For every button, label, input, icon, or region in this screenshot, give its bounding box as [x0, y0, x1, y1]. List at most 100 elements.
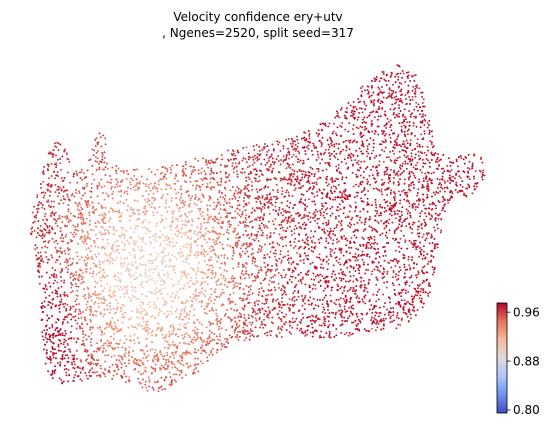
scatter-point — [54, 289, 57, 292]
scatter-point — [400, 129, 403, 131]
scatter-point — [172, 354, 175, 357]
scatter-point — [340, 311, 343, 314]
scatter-point — [195, 204, 198, 207]
scatter-point — [398, 250, 401, 253]
scatter-point — [371, 174, 374, 177]
scatter-point — [73, 277, 76, 280]
scatter-point — [278, 286, 281, 289]
scatter-point — [132, 296, 135, 299]
scatter-point — [46, 183, 49, 186]
scatter-point — [197, 199, 200, 201]
scatter-point — [384, 188, 387, 191]
scatter-point — [369, 111, 372, 114]
scatter-point — [344, 295, 347, 298]
scatter-point — [125, 239, 128, 242]
scatter-point — [197, 294, 200, 297]
scatter-point — [371, 80, 373, 82]
scatter-point — [378, 311, 381, 314]
scatter-point — [185, 260, 187, 263]
scatter-point — [388, 120, 390, 123]
scatter-point — [295, 180, 298, 183]
scatter-point — [393, 96, 396, 99]
scatter-point — [328, 122, 331, 125]
scatter-point — [406, 300, 409, 303]
scatter-point — [268, 312, 271, 315]
scatter-point — [404, 281, 407, 284]
scatter-point — [217, 328, 220, 331]
scatter-point — [280, 221, 283, 224]
scatter-point — [90, 255, 93, 258]
scatter-point — [106, 323, 109, 325]
scatter-point — [423, 265, 426, 268]
scatter-point — [132, 242, 135, 245]
scatter-point — [72, 279, 75, 282]
scatter-point — [370, 226, 373, 229]
scatter-point — [100, 331, 103, 334]
scatter-point — [272, 298, 275, 301]
scatter-point — [256, 265, 259, 268]
scatter-point — [171, 245, 174, 248]
scatter-point — [358, 169, 361, 172]
scatter-point — [68, 348, 71, 351]
scatter-point — [76, 255, 79, 258]
scatter-point — [66, 195, 69, 198]
scatter-point — [178, 373, 181, 376]
scatter-point — [69, 308, 71, 311]
scatter-point — [383, 150, 386, 153]
scatter-point — [172, 268, 175, 271]
scatter-point — [409, 268, 412, 271]
scatter-point — [211, 230, 214, 233]
scatter-point — [376, 210, 379, 213]
scatter-point — [75, 285, 78, 288]
scatter-point — [427, 159, 430, 162]
scatter-point — [134, 189, 136, 192]
scatter-point — [427, 185, 430, 187]
scatter-point — [30, 227, 33, 230]
scatter-point — [420, 297, 423, 300]
scatter-point — [181, 275, 184, 278]
scatter-point — [223, 314, 226, 317]
scatter-point — [43, 329, 46, 332]
scatter-point — [51, 291, 54, 294]
scatter-point — [47, 199, 50, 202]
scatter-point — [457, 170, 459, 173]
scatter-point — [374, 329, 377, 332]
scatter-point — [363, 128, 366, 131]
scatter-point — [201, 193, 204, 196]
scatter-point — [457, 165, 459, 168]
scatter-point — [338, 277, 341, 279]
scatter-point — [191, 300, 194, 303]
scatter-point — [334, 316, 337, 319]
scatter-point — [123, 334, 126, 337]
scatter-point — [143, 198, 146, 201]
scatter-point — [392, 307, 395, 309]
scatter-point — [153, 185, 156, 188]
scatter-point — [398, 81, 401, 84]
scatter-point — [251, 259, 254, 262]
scatter-point — [272, 167, 275, 170]
scatter-point — [386, 193, 389, 196]
scatter-point — [211, 338, 214, 341]
scatter-point — [413, 239, 416, 242]
scatter-point — [148, 379, 151, 382]
scatter-point — [106, 283, 109, 286]
scatter-point — [280, 335, 283, 338]
scatter-point — [161, 355, 164, 358]
scatter-point — [77, 229, 80, 232]
scatter-point — [219, 333, 221, 336]
scatter-point — [98, 263, 101, 266]
scatter-point — [350, 111, 353, 114]
scatter-point — [245, 243, 248, 246]
scatter-point — [61, 353, 64, 356]
scatter-point — [288, 297, 291, 300]
scatter-point — [389, 126, 392, 129]
scatter-point — [263, 198, 266, 201]
scatter-point — [239, 277, 242, 280]
scatter-point — [427, 294, 430, 297]
scatter-point — [304, 283, 307, 286]
scatter-point — [141, 222, 144, 225]
scatter-point — [426, 196, 428, 199]
scatter-point — [213, 186, 216, 189]
scatter-point — [168, 330, 171, 333]
scatter-point — [373, 156, 376, 159]
